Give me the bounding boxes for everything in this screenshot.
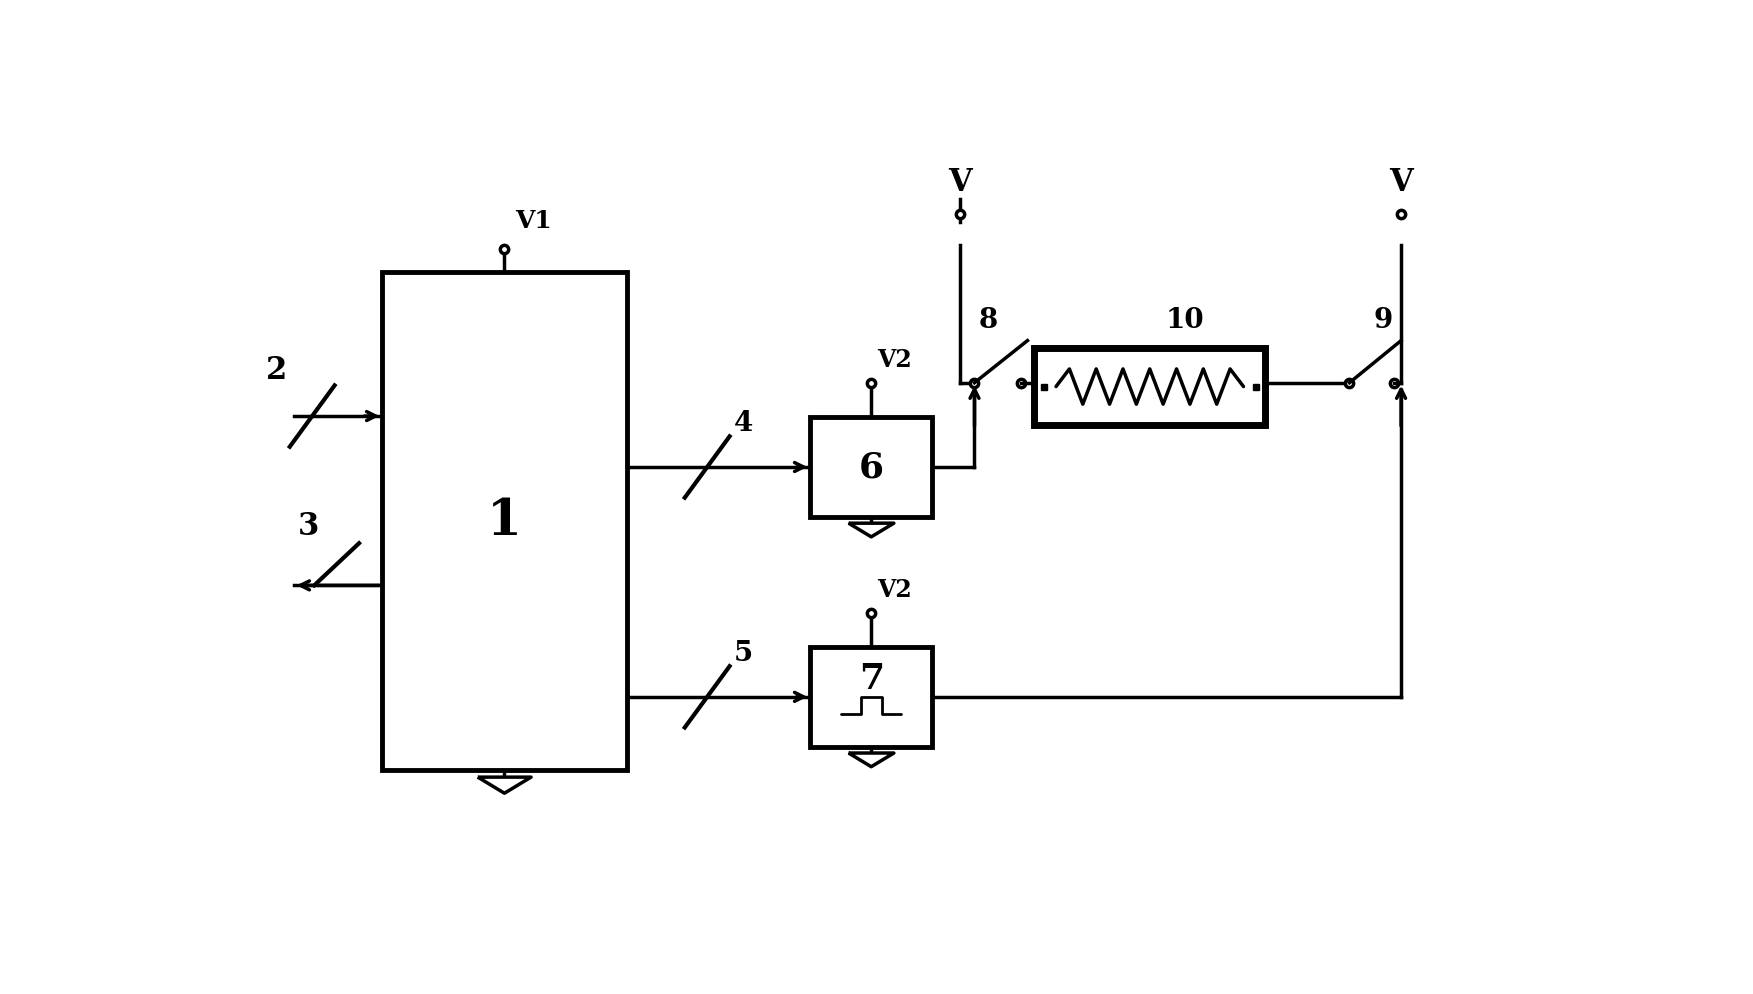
Text: 8: 8	[978, 306, 997, 334]
Text: V: V	[948, 167, 971, 198]
Bar	[1034, 349, 1266, 425]
Text: V: V	[1388, 167, 1413, 198]
Text: 7: 7	[859, 661, 884, 695]
Text: 5: 5	[735, 639, 754, 667]
Text: 4: 4	[735, 410, 754, 437]
Bar	[810, 647, 933, 746]
Text: 3: 3	[298, 510, 319, 542]
Bar	[810, 417, 933, 517]
Text: V1: V1	[515, 209, 552, 233]
Text: 6: 6	[859, 450, 884, 484]
Text: 9: 9	[1374, 306, 1394, 334]
Bar	[382, 272, 628, 769]
Text: V2: V2	[876, 348, 912, 372]
Text: 10: 10	[1166, 306, 1204, 334]
Text: V2: V2	[876, 578, 912, 601]
Text: 1: 1	[487, 497, 522, 546]
Text: 2: 2	[265, 355, 287, 386]
